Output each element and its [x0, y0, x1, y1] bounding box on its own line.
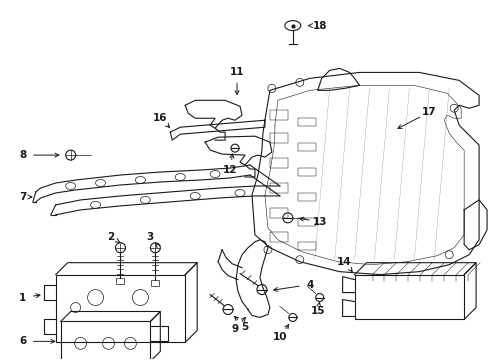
Text: 9: 9 — [231, 324, 239, 334]
Bar — [298, 168, 316, 176]
Bar — [270, 183, 288, 193]
Bar — [355, 275, 464, 319]
Bar — [298, 143, 316, 151]
Bar — [56, 275, 185, 342]
Text: 10: 10 — [272, 332, 287, 342]
Bar — [298, 193, 316, 201]
Bar — [61, 321, 150, 360]
Text: 12: 12 — [223, 165, 237, 175]
Text: 1: 1 — [19, 293, 26, 302]
Text: 16: 16 — [153, 113, 168, 123]
Text: 18: 18 — [313, 21, 327, 31]
Text: 17: 17 — [422, 107, 437, 117]
Bar — [270, 110, 288, 120]
Text: 4: 4 — [306, 280, 314, 289]
Bar — [151, 280, 159, 285]
Text: 15: 15 — [311, 306, 325, 316]
Text: 7: 7 — [19, 192, 26, 202]
Text: 14: 14 — [337, 257, 352, 267]
Bar — [298, 118, 316, 126]
Text: 13: 13 — [313, 217, 327, 227]
Text: 5: 5 — [242, 323, 248, 332]
Bar — [270, 133, 288, 143]
Bar — [298, 218, 316, 226]
Bar — [270, 158, 288, 168]
Bar — [298, 242, 316, 250]
Bar — [270, 208, 288, 218]
Text: 6: 6 — [19, 336, 26, 346]
Text: 2: 2 — [107, 232, 114, 242]
Text: 3: 3 — [147, 232, 154, 242]
Bar — [117, 278, 124, 284]
Text: 8: 8 — [19, 150, 26, 160]
Text: 11: 11 — [230, 67, 245, 77]
Bar — [270, 232, 288, 242]
